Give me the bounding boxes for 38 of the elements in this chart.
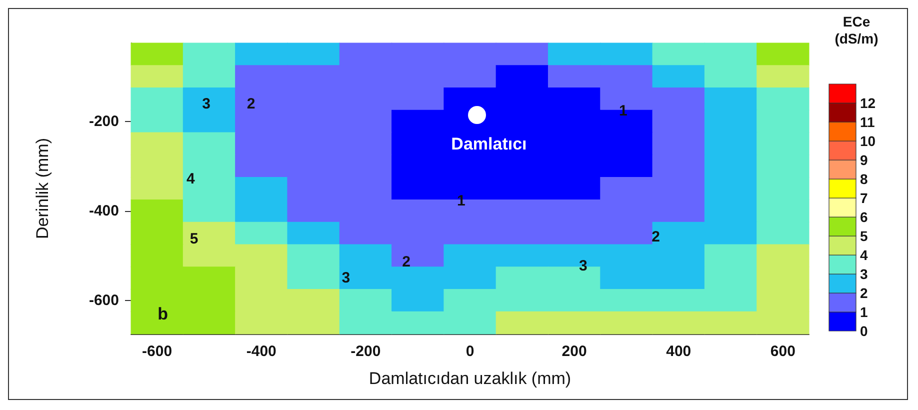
color-bar-label: 10 <box>860 133 876 149</box>
color-bar-label: 6 <box>860 209 868 225</box>
annotation: 3 <box>342 270 350 287</box>
x-tick-label: 400 <box>666 343 692 360</box>
y-tick-label: -600 <box>88 292 119 309</box>
x-tick-label: 600 <box>770 343 796 360</box>
color-bar-label: 3 <box>860 266 868 282</box>
color-bar-label: 4 <box>860 247 868 263</box>
y-tick-label: -400 <box>88 202 119 220</box>
annotation: 2 <box>246 96 256 113</box>
color-bar-label: 0 <box>860 323 868 339</box>
x-tick-label: -200 <box>350 343 381 360</box>
annotation: 2 <box>652 228 660 246</box>
annotation: Damlatıcı <box>451 134 527 154</box>
x-tick-label: 0 <box>466 343 474 360</box>
annotation: 1 <box>619 102 628 120</box>
x-tick-label: 200 <box>562 343 587 360</box>
color-bar-label: 8 <box>860 171 868 187</box>
x-axis-title: Damlatıcıdan uzaklık (mm) <box>368 369 572 388</box>
x-tick-label: -400 <box>246 343 276 360</box>
annotation: 3 <box>202 96 210 113</box>
annotation: 2 <box>402 254 410 271</box>
annotation: 1 <box>457 192 466 210</box>
annotation: 4 <box>186 170 196 188</box>
color-bar-label: 11 <box>860 114 876 130</box>
color-bar-label: 9 <box>860 152 868 168</box>
y-axis-title: Derinlik (mm) <box>33 138 52 240</box>
color-bar-label: 12 <box>860 95 876 111</box>
annotation: b <box>158 304 168 324</box>
x-tick-label: -600 <box>142 343 172 360</box>
color-bar-label: 2 <box>860 285 868 301</box>
annotation: 5 <box>190 230 198 248</box>
color-bar-label: 1 <box>860 304 868 320</box>
color-bar-title: ECe (dS/m) <box>834 14 878 46</box>
color-bar-label: 7 <box>860 190 868 206</box>
annotation: 3 <box>579 257 588 274</box>
y-tick-label: -200 <box>88 112 119 130</box>
color-bar-label: 5 <box>860 228 868 244</box>
